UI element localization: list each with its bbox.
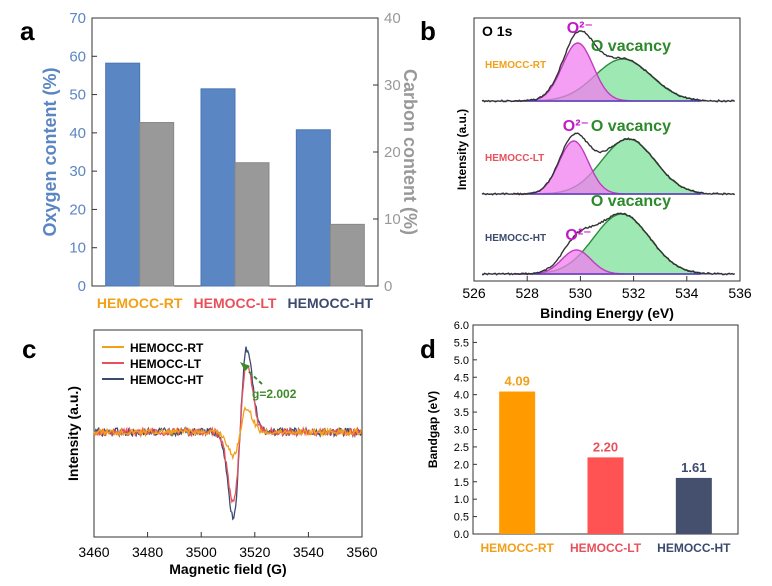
panel-letter-c: c	[22, 334, 36, 364]
bandgap-bar	[499, 391, 536, 534]
ylabel-b: Intensity (a.u.)	[455, 109, 469, 190]
xlabel-c: Magnetic field (G)	[169, 561, 286, 577]
left-tick-label-a: 30	[69, 163, 86, 180]
x-tick-label-c: 3500	[186, 544, 217, 560]
left-tick-label-a: 40	[69, 125, 86, 142]
ylabel-c: Intensity (a.u.)	[65, 386, 81, 481]
category-label-d: HEMOCC-LT	[570, 541, 642, 555]
o2-label-b: O²⁻	[567, 20, 593, 37]
ovac-label-b: O vacancy	[591, 193, 671, 210]
right-tick-label-a: 20	[384, 144, 401, 161]
panel-letter-d: d	[420, 334, 436, 364]
category-label-d: HEMOCC-RT	[481, 541, 555, 555]
ovac-label-b: O vacancy	[591, 38, 671, 55]
ovac-label-b: O vacancy	[591, 118, 671, 135]
y-tick-label-d: 2.5	[454, 442, 469, 454]
sample-label-b: HEMOCC-RT	[485, 60, 546, 71]
x-tick-label-b: 534	[675, 285, 699, 301]
y-tick-label-d: 1.0	[454, 494, 469, 506]
y-tick-label-d: 3.5	[454, 407, 469, 419]
oxygen-bar	[105, 62, 141, 287]
bandgap-value-label: 1.61	[681, 460, 706, 475]
g-annotation: g=2.002	[252, 387, 297, 401]
o2-label-b: O²⁻	[565, 227, 591, 244]
xlabel-b: Binding Energy (eV)	[540, 305, 674, 321]
y-tick-label-d: 0.5	[454, 512, 469, 524]
left-tick-label-a: 60	[69, 48, 86, 65]
x-tick-label-c: 3460	[78, 544, 109, 560]
title-b: O 1s	[482, 23, 513, 39]
y-tick-label-d: 4.5	[454, 372, 469, 384]
ylabel-d: Bandgap (eV)	[426, 391, 440, 468]
bandgap-bar	[587, 457, 624, 534]
legend-label-c: HEMOCC-LT	[130, 357, 202, 371]
y-tick-label-d: 2.0	[454, 459, 469, 471]
panel-letter-a: a	[20, 16, 35, 46]
ylabel-right-a: Carbon content (%)	[400, 69, 420, 235]
ovac-peak-HEMOCC-HT	[513, 213, 701, 275]
x-tick-label-c: 3520	[239, 544, 270, 560]
x-tick-label-b: 526	[462, 285, 486, 301]
right-tick-label-a: 30	[384, 77, 401, 94]
chart-c-epr: 3460 3480 3500 3520 3540 3560 Magnetic field (…	[65, 329, 378, 577]
plot-frame-b	[473, 17, 741, 282]
envelope-HEMOCC-HT	[481, 212, 736, 276]
y-tick-label-d: 1.5	[454, 477, 469, 489]
oxygen-bar	[200, 88, 236, 287]
x-tick-label-c: 3480	[132, 544, 163, 560]
y-tick-label-d: 5.5	[454, 337, 469, 349]
y-tick-label-d: 4.0	[454, 390, 469, 402]
o2-label-b: O²⁻	[563, 118, 589, 135]
y-tick-label-d: 6.0	[454, 320, 469, 332]
panel-letter-b: b	[420, 16, 436, 46]
x-tick-label-c: 3540	[293, 544, 324, 560]
x-tick-label-b: 528	[516, 285, 540, 301]
left-tick-label-a: 70	[69, 10, 86, 27]
carbon-bar	[234, 162, 270, 287]
sample-label-b: HEMOCC-HT	[485, 233, 546, 244]
envelope-HEMOCC-LT	[481, 132, 736, 196]
y-tick-label-d: 5.0	[454, 355, 469, 367]
oxygen-bar	[295, 129, 331, 287]
bandgap-value-label: 2.20	[593, 439, 618, 454]
left-tick-label-a: 0	[78, 278, 86, 295]
ylabel-left-a: Oxygen content (%)	[40, 67, 60, 236]
envelope-HEMOCC-RT	[481, 30, 736, 103]
carbon-bar	[139, 122, 175, 287]
g-arrow-head	[240, 362, 250, 371]
y-tick-label-d: 3.0	[454, 425, 469, 437]
bandgap-bar	[675, 477, 712, 534]
bandgap-value-label: 4.09	[505, 374, 530, 389]
right-tick-label-a: 10	[384, 211, 401, 228]
x-tick-label-c: 3560	[346, 544, 377, 560]
category-label-a: HEMOCC-LT	[194, 295, 277, 311]
left-tick-label-a: 10	[69, 240, 86, 257]
carbon-bar	[329, 223, 365, 287]
left-tick-label-a: 50	[69, 87, 86, 104]
legend-label-c: HEMOCC-RT	[130, 341, 204, 355]
category-label-a: HEMOCC-RT	[97, 295, 183, 311]
left-tick-label-a: 20	[69, 201, 86, 218]
legend-label-c: HEMOCC-HT	[130, 373, 204, 387]
sample-label-b: HEMOCC-LT	[485, 153, 544, 164]
epr-trace-HEMOCC-LT	[93, 364, 362, 504]
category-label-d: HEMOCC-HT	[657, 541, 731, 555]
chart-a-oxygen-carbon: 0 10 20 30 40 50 60 70 0 10 20 30 40 Oxygen content (…	[40, 10, 420, 311]
x-tick-label-b: 532	[622, 285, 646, 301]
x-tick-label-b: 530	[569, 285, 593, 301]
epr-trace-HEMOCC-RT	[93, 405, 362, 461]
chart-b-xps-o1s: 526 528 530 532 534 536 Binding Energy (eV) Int…	[455, 17, 752, 321]
right-tick-label-a: 40	[384, 10, 401, 27]
x-tick-label-b: 536	[728, 285, 752, 301]
category-label-a: HEMOCC-HT	[288, 295, 374, 311]
chart-d-bandgap: 0.0 0.5 1.0 1.5 2.0 2.5 3.0 3.5 4.0 4.5 5.0 5.5 6.0 B…	[426, 320, 739, 555]
right-tick-label-a: 0	[384, 278, 392, 295]
ovac-peak-HEMOCC-LT	[513, 138, 701, 195]
y-tick-label-d: 0.0	[454, 529, 469, 541]
